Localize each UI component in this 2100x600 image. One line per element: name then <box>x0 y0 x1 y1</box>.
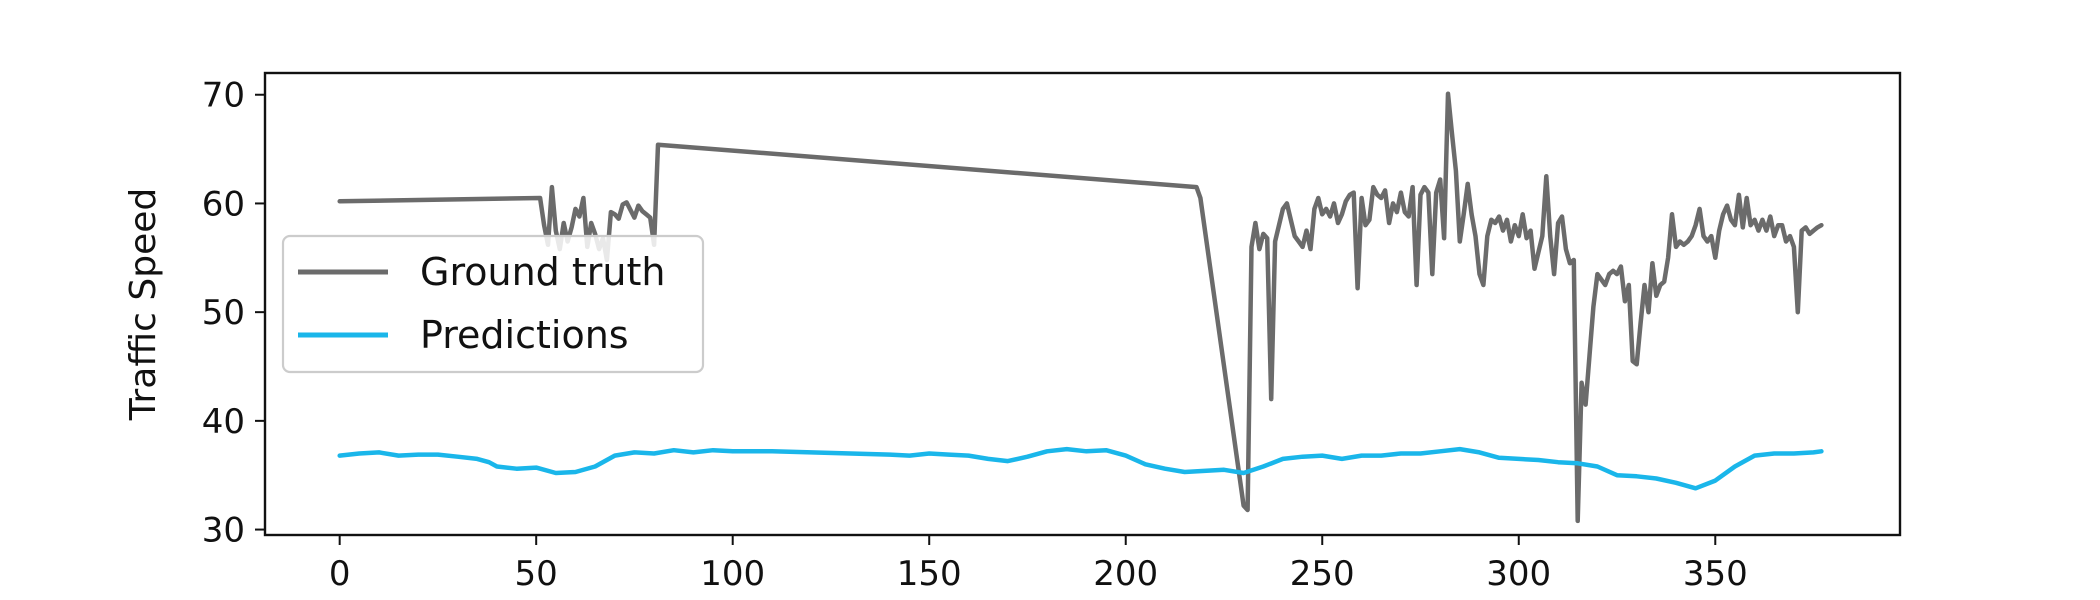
x-tick-label: 100 <box>700 554 765 594</box>
x-tick-label: 200 <box>1093 554 1158 594</box>
series-lines <box>337 91 1824 524</box>
x-tick-label: 150 <box>897 554 962 594</box>
y-tick-label: 70 <box>202 76 245 116</box>
x-tick-label: 0 <box>329 554 351 594</box>
y-axis-ticks: 30 40 50 60 70 <box>202 76 265 551</box>
plot-area: 0 50 100 150 200 250 300 350 30 40 50 60 70 <box>202 71 1902 594</box>
x-axis-ticks: 0 50 100 150 200 250 300 350 <box>329 535 1748 594</box>
y-tick-label: 30 <box>202 511 245 551</box>
legend: Ground truth Predictions <box>281 234 705 374</box>
series-line-predictions <box>337 446 1824 491</box>
x-tick-label: 50 <box>515 554 558 594</box>
y-tick-label: 50 <box>202 293 245 333</box>
plot-frame <box>263 71 1902 537</box>
y-tick-label: 40 <box>202 402 245 442</box>
y-axis-title: Traffic Speed <box>123 188 164 421</box>
x-tick-label: 300 <box>1486 554 1551 594</box>
legend-label-predictions: Predictions <box>420 313 629 357</box>
legend-label-ground-truth: Ground truth <box>420 250 665 294</box>
x-tick-label: 250 <box>1290 554 1355 594</box>
y-tick-label: 60 <box>202 184 245 224</box>
x-tick-label: 350 <box>1683 554 1748 594</box>
series-line-ground-truth <box>337 91 1824 524</box>
